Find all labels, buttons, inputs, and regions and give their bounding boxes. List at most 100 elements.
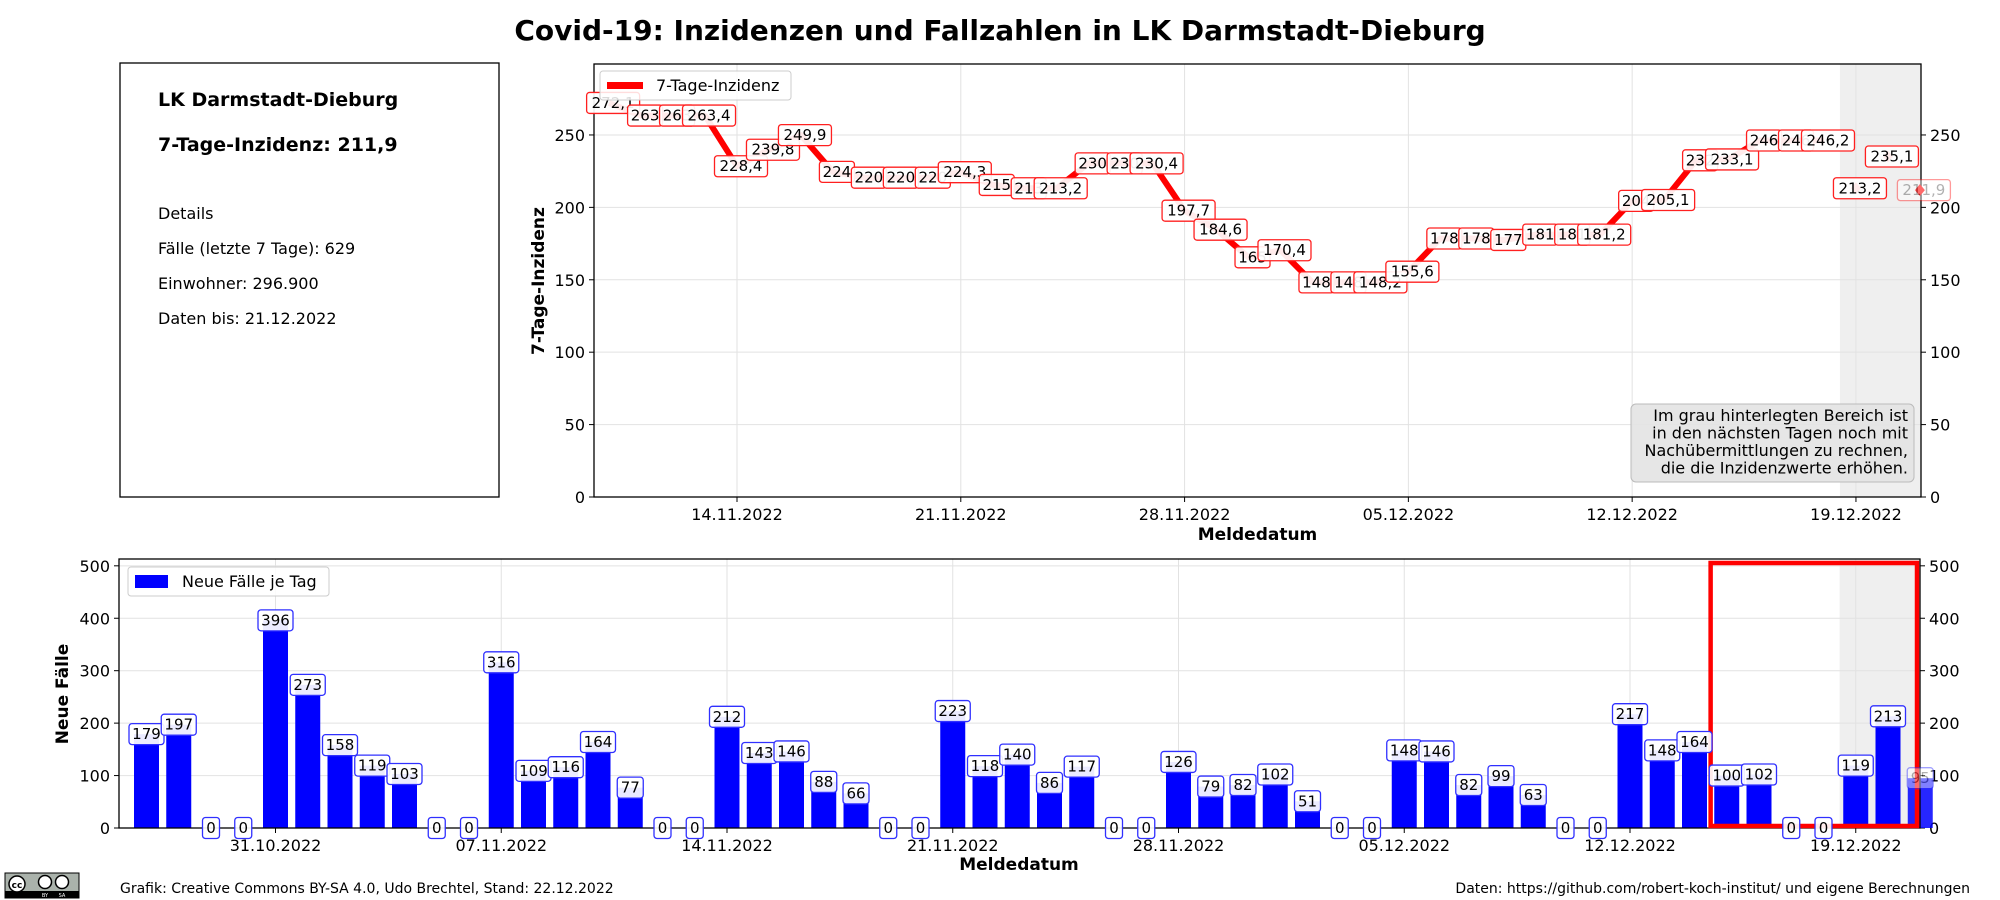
bar-data-label-box [160, 713, 197, 736]
legend: Neue Fälle je Tag [127, 566, 330, 597]
ytick-label-right: 300 [1929, 662, 1960, 681]
bar-data-label-text: 0 [916, 819, 926, 837]
bar-data-label: 119 [354, 754, 391, 777]
legend-swatch [135, 575, 168, 588]
bar [134, 734, 159, 828]
legend-label: 7-Tage-Inzidenz [656, 76, 779, 95]
bar-data-label-box [1330, 816, 1349, 840]
bar-data-label-box [257, 609, 294, 632]
bar-data-label-box [966, 754, 1004, 778]
bar-data-label-box [879, 816, 898, 840]
incidence-data-label: 155,6 [1385, 260, 1440, 283]
bar-data-label: 148 [1644, 739, 1681, 762]
bar-data-label: 273 [289, 673, 326, 696]
ytick-label-left: 400 [79, 609, 110, 628]
bar-data-label-text: 0 [1141, 819, 1151, 837]
incidence-data-label: 230 [1074, 152, 1111, 175]
bar-data-label-text: 77 [621, 779, 640, 797]
incidence-data-label-text: 181 [1526, 226, 1555, 244]
bar-data-label-text: 0 [206, 819, 216, 837]
bar-data-label-box [1782, 816, 1801, 840]
incidence-data-label: 205,1 [1640, 188, 1696, 212]
x-axis-label: Meldedatum [959, 855, 1079, 875]
info-population: Einwohner: 296.900 [158, 274, 319, 293]
bar-data-label-text: 143 [745, 744, 774, 762]
ytick-label-right: 50 [1930, 416, 1950, 435]
xtick-label: 07.11.2022 [455, 836, 547, 855]
bar-data-label: 140 [999, 743, 1036, 766]
bar-data-label-box [1035, 771, 1064, 795]
bar-data-label: 117 [1063, 755, 1100, 778]
bar-data-label-text: 148 [1390, 741, 1419, 759]
incidence-data-label-box [777, 123, 833, 147]
ytick-label-left: 100 [79, 767, 110, 786]
incidence-data-label-text: 178 [1462, 230, 1491, 248]
bar [166, 724, 192, 828]
xtick-label: 19.12.2022 [1810, 836, 1902, 855]
bar-data-label-text: 316 [487, 653, 516, 671]
bar-data-label-text: 0 [883, 819, 893, 837]
ytick-label-left: 500 [79, 557, 110, 576]
bar-data-label-text: 118 [971, 757, 1000, 775]
ytick-label-left: 0 [575, 488, 585, 507]
bar-data-label: 100 [1708, 764, 1745, 787]
bar-data-label-text: 0 [1561, 819, 1571, 837]
bar-data-label-text: 100 [1712, 767, 1741, 785]
xtick-label: 14.11.2022 [681, 836, 773, 855]
ytick-label-left: 0 [100, 819, 110, 838]
incidence-data-label-text: 246 [1750, 131, 1779, 149]
bar-data-label: 0 [653, 816, 672, 840]
xtick-label: 28.11.2022 [1133, 836, 1225, 855]
bar-data-label: 88 [810, 770, 838, 794]
bar-data-label-text: 0 [1335, 819, 1345, 837]
bar-data-label: 223 [934, 699, 971, 723]
bar-data-label-text: 102 [1261, 766, 1290, 784]
legend: 7-Tage-Inzidenz [599, 70, 792, 101]
incidence-marker [1914, 184, 1925, 197]
incidence-data-label-text: 184,6 [1199, 221, 1242, 239]
bar-data-label-box [1588, 816, 1607, 840]
ytick-label-right: 200 [1929, 714, 1960, 733]
ytick-label-left: 300 [79, 662, 110, 681]
ytick-label-right: 150 [1930, 271, 1961, 290]
incidence-data-label: 178 [1458, 227, 1495, 250]
bar-data-label: 116 [547, 756, 584, 779]
ytick-label-left: 200 [79, 714, 110, 733]
incidence-data-label-text: 205,1 [1647, 191, 1690, 209]
incidence-data-label: 213,2 [1033, 177, 1088, 200]
bar-data-label: 95 [1906, 767, 1934, 790]
bar-data-label-text: 140 [1003, 746, 1032, 764]
bar-data-label-text: 0 [690, 819, 700, 837]
incidence-data-label-box [1257, 239, 1312, 262]
bar-data-label: 148 [1386, 739, 1423, 762]
xtick-label: 21.11.2022 [907, 836, 999, 855]
incidence-data-label-text: 181,2 [1583, 226, 1626, 244]
bar-data-label-box [1611, 703, 1649, 726]
bar-data-label-box [911, 816, 930, 840]
incidence-data-label-text: 224 [823, 163, 852, 181]
bar-data-label-box [459, 816, 479, 840]
incidence-data-label-box [713, 155, 769, 178]
bar-data-label-box [483, 651, 520, 674]
bar-data-label-box [1455, 773, 1483, 797]
incidence-data-label-text: 148 [1302, 273, 1331, 291]
figure-title: Covid-19: Inzidenzen und Fallzahlen in L… [514, 14, 1485, 47]
xtick-label: 31.10.2022 [230, 836, 322, 855]
bar-data-label-box [1160, 750, 1197, 774]
incidence-data-label: 224 [818, 160, 856, 184]
incidence-data-label: 170,4 [1257, 239, 1312, 262]
incidence-data-label-box [1640, 188, 1696, 212]
bar-data-label-box [1104, 816, 1124, 840]
ytick-label-right: 0 [1930, 488, 1940, 507]
incidence-data-label-box [1193, 218, 1248, 241]
ytick-label-left: 50 [565, 416, 585, 435]
incidence-data-label-text: 220 [855, 169, 884, 187]
bar-data-label-box [810, 770, 838, 794]
incidence-data-label-text: 213,2 [1039, 179, 1082, 197]
footer-source: Daten: https://github.com/robert-koch-in… [1455, 881, 1970, 897]
incidence-data-label: 178 [1426, 227, 1463, 250]
bar-data-label-box [1418, 740, 1455, 763]
incidence-data-label: 263 [626, 104, 664, 127]
bar-data-label: 212 [708, 705, 746, 728]
bar-data-label: 158 [321, 734, 359, 757]
